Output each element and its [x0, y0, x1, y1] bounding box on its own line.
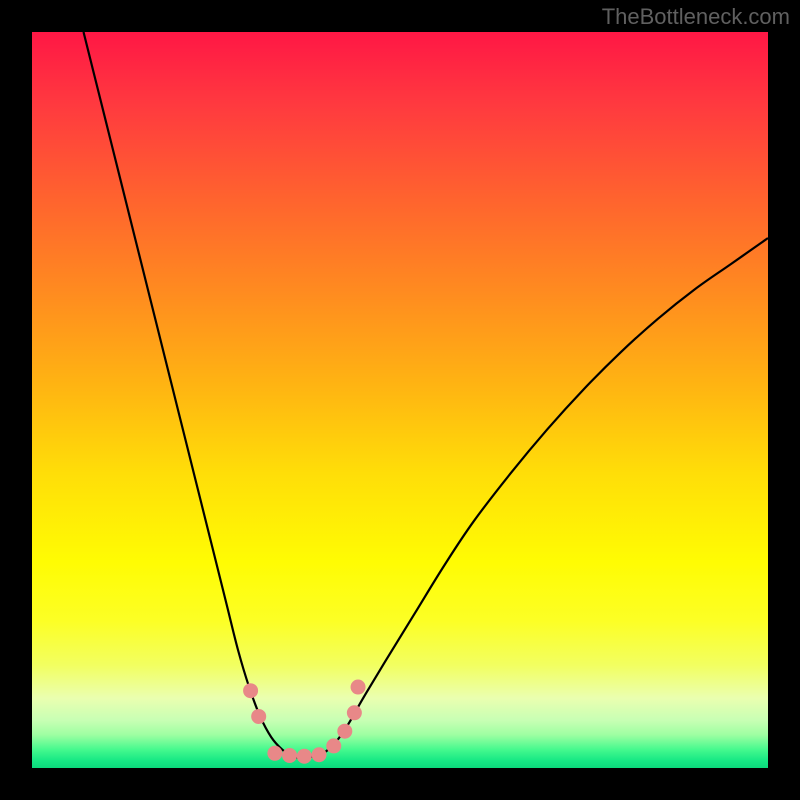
watermark-text: TheBottleneck.com [602, 4, 790, 30]
gradient-background [32, 32, 768, 768]
data-marker [268, 746, 282, 760]
chart-plot-area [32, 32, 768, 768]
data-marker [327, 739, 341, 753]
data-marker [347, 706, 361, 720]
data-marker [351, 680, 365, 694]
data-marker [283, 748, 297, 762]
data-marker [252, 709, 266, 723]
bottleneck-curve-chart [32, 32, 768, 768]
data-marker [244, 684, 258, 698]
data-marker [312, 748, 326, 762]
data-marker [297, 749, 311, 763]
data-marker [338, 724, 352, 738]
